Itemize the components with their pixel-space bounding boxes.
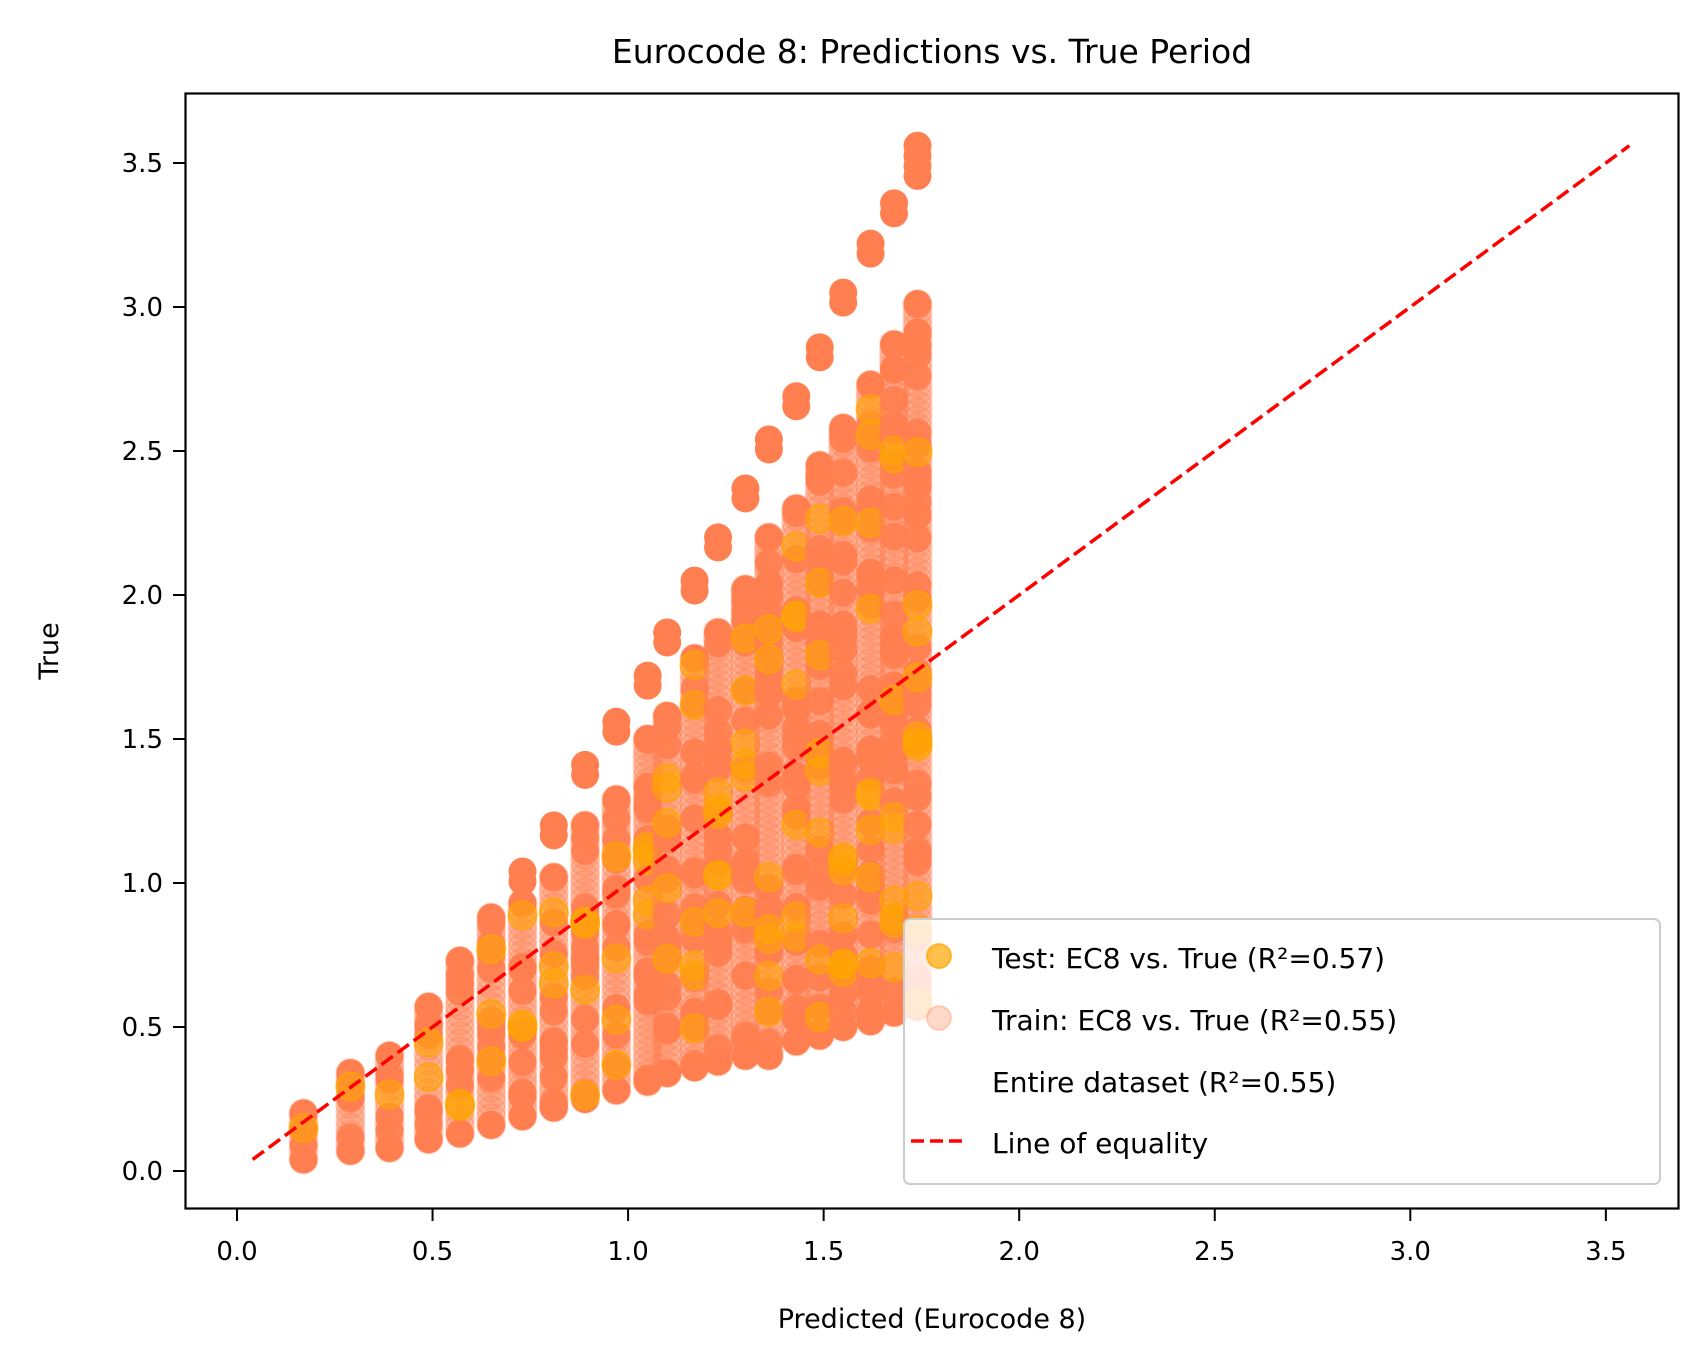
x-axis-label: Predicted (Eurocode 8): [778, 1304, 1086, 1335]
legend-label-test: Test: EC8 vs. True (R²=0.57): [991, 942, 1385, 975]
x-axis: 0.0 0.5 1.0 1.5 2.0 2.5 3.0 3.5: [216, 1209, 1627, 1267]
scatter-points: [288, 131, 933, 1175]
y-axis: 0.0 0.5 1.0 1.5 2.0 2.5 3.0 3.5: [122, 149, 185, 1187]
y-axis-label: True: [34, 622, 65, 680]
legend-box: [903, 918, 1661, 1185]
legend-label-equality: Line of equality: [992, 1127, 1208, 1160]
y-tick-label: 3.5: [122, 149, 163, 179]
x-tick-label: 2.5: [1194, 1237, 1235, 1267]
x-tick-label: 3.5: [1585, 1237, 1626, 1267]
x-tick-label: 1.5: [803, 1237, 844, 1267]
chart-title: Eurocode 8: Predictions vs. True Period: [612, 32, 1252, 71]
x-tick-label: 1.0: [607, 1237, 648, 1267]
x-tick-label: 0.0: [216, 1237, 257, 1267]
x-tick-label: 3.0: [1390, 1237, 1431, 1267]
y-tick-label: 2.5: [122, 437, 163, 467]
legend-marker-test-icon: [926, 943, 952, 969]
legend: Test: EC8 vs. True (R²=0.57) Train: EC8 …: [903, 918, 1661, 1185]
x-tick-label: 2.0: [999, 1237, 1040, 1267]
plot-frame: [184, 92, 1680, 1210]
y-tick-label: 2.0: [122, 581, 163, 611]
y-tick-label: 3.0: [122, 293, 163, 323]
y-tick-label: 1.0: [122, 869, 163, 899]
y-tick-label: 0.0: [122, 1157, 163, 1187]
legend-marker-train-icon: [926, 1005, 952, 1031]
line-of-equality: [251, 144, 1631, 1161]
legend-label-train: Train: EC8 vs. True (R²=0.55): [991, 1004, 1397, 1037]
y-tick-label: 1.5: [122, 725, 163, 755]
y-tick-label: 0.5: [122, 1013, 163, 1043]
x-tick-label: 0.5: [412, 1237, 453, 1267]
legend-label-entire: Entire dataset (R²=0.55): [992, 1066, 1336, 1099]
